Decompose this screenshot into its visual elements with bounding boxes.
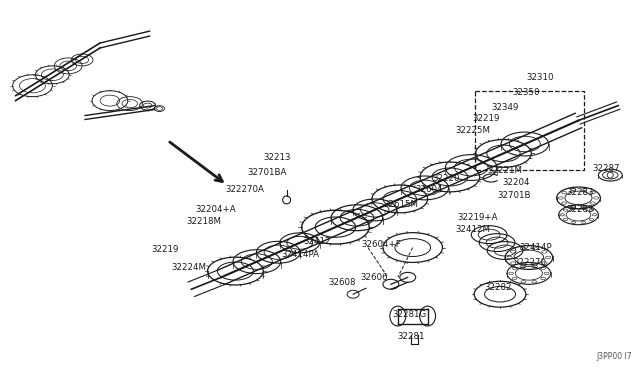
Text: 32701B: 32701B xyxy=(497,192,531,201)
Text: 32218M: 32218M xyxy=(186,217,221,226)
Text: 32213: 32213 xyxy=(264,153,291,162)
Text: 32281: 32281 xyxy=(398,333,426,341)
Text: 32204+A: 32204+A xyxy=(195,205,236,214)
Text: 32604: 32604 xyxy=(416,186,443,195)
Text: J3PP00 I7: J3PP00 I7 xyxy=(596,352,632,361)
Text: 32283: 32283 xyxy=(566,189,594,198)
Text: 32604+F: 32604+F xyxy=(361,240,401,249)
Text: 32350: 32350 xyxy=(512,88,540,97)
Text: 322270A: 322270A xyxy=(225,186,264,195)
Text: 32204: 32204 xyxy=(502,177,529,186)
Text: 32224M: 32224M xyxy=(172,263,207,272)
Text: 322270: 322270 xyxy=(513,258,546,267)
Text: 32283: 32283 xyxy=(566,205,594,214)
Text: 32608: 32608 xyxy=(328,278,356,287)
Text: 32310: 32310 xyxy=(527,73,554,82)
Text: 32219: 32219 xyxy=(472,114,500,123)
Text: 32414PA: 32414PA xyxy=(282,250,319,259)
Text: 32281G: 32281G xyxy=(393,310,427,318)
Text: 32349: 32349 xyxy=(491,103,518,112)
Text: 32221M: 32221M xyxy=(487,166,522,174)
Text: 32606: 32606 xyxy=(360,273,388,282)
Text: 32412M: 32412M xyxy=(456,225,490,234)
Text: 32219: 32219 xyxy=(152,245,179,254)
Text: 32220: 32220 xyxy=(433,174,460,183)
Text: 32219+A: 32219+A xyxy=(458,213,498,222)
Text: 32414P: 32414P xyxy=(519,243,552,252)
Bar xyxy=(476,91,584,170)
Text: 32412: 32412 xyxy=(303,237,331,246)
Text: 32225M: 32225M xyxy=(456,126,490,135)
Text: 32701BA: 32701BA xyxy=(247,168,286,177)
Text: 32282: 32282 xyxy=(484,283,512,292)
Text: 32287: 32287 xyxy=(593,164,620,173)
Text: 32615M: 32615M xyxy=(383,201,418,209)
